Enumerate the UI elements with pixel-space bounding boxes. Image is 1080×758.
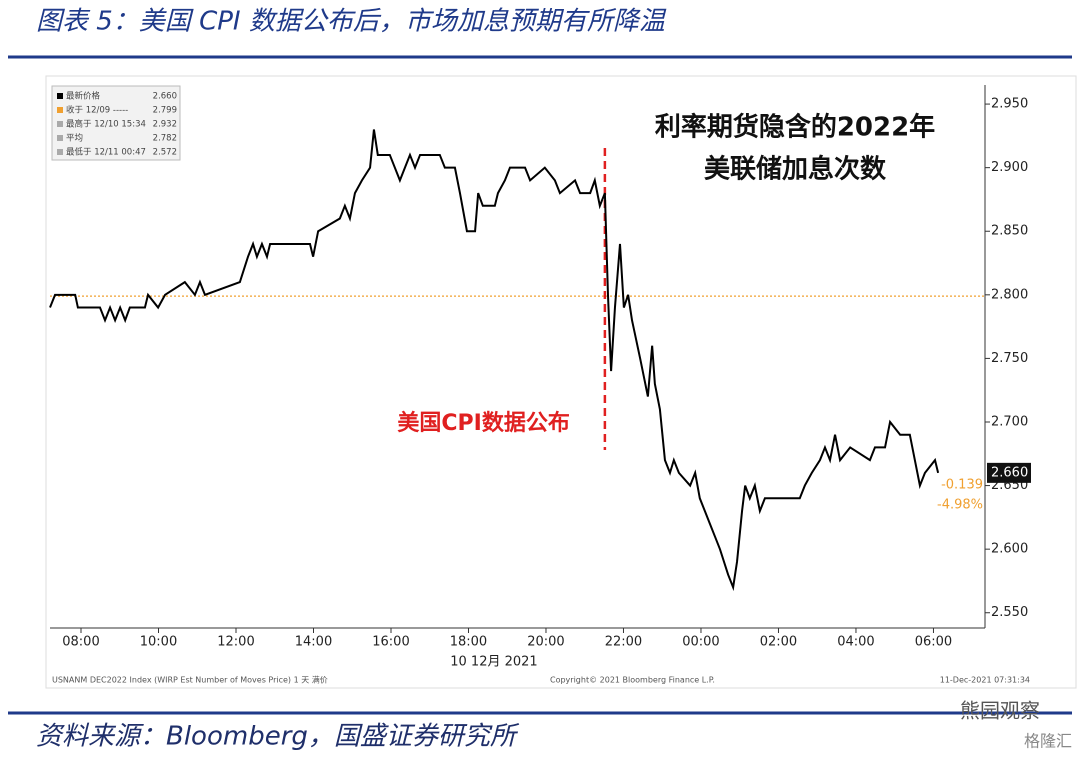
chart-frame [45,75,1077,689]
y-tick-label: 2.900 [991,160,1028,175]
x-tick-label: 02:00 [760,635,797,650]
legend-value: 2.932 [153,120,177,130]
legend-label: 最高于 12/10 15:34 [66,119,146,130]
footer-text: USNANM DEC2022 Index (WIRP Est Number of… [52,675,328,685]
legend-swatch [57,149,63,155]
x-tick-label: 22:00 [605,635,642,650]
x-tick-label: 16:00 [372,635,409,650]
legend-value: 2.660 [153,92,177,102]
legend-value: 2.799 [153,106,177,116]
x-tick-label: 04:00 [837,635,874,650]
legend-swatch [57,107,63,113]
change-label: -0.139 [941,477,983,492]
last-price-label: 2.660 [991,465,1028,480]
y-tick-label: 2.850 [991,224,1028,239]
legend-box [51,85,181,161]
x-tick-label: 06:00 [915,635,952,650]
legend-label: 最低于 12/11 00:47 [66,147,146,158]
y-tick-label: 2.800 [991,287,1028,302]
legend-swatch [57,121,63,127]
footer-text: Copyright© 2021 Bloomberg Finance L.P. [550,676,715,685]
legend-label: 最新价格 [66,91,101,102]
x-tick-label: 14:00 [295,635,332,650]
x-tick-label: 18:00 [450,635,487,650]
legend-swatch [57,135,63,141]
x-tick-label: 20:00 [527,635,564,650]
annotation: 美联储加息次数 [704,154,887,185]
figure-title: 图表 5：美国 CPI 数据公布后，市场加息预期有所降温 [36,7,667,37]
footer-text: 11-Dec-2021 07:31:34 [940,676,1030,685]
legend-value: 2.572 [153,148,177,158]
change-pct-label: -4.98% [937,497,983,512]
y-tick-label: 2.950 [991,97,1028,112]
watermark: 格隆汇 [1024,732,1072,751]
y-tick-label: 2.750 [991,351,1028,366]
y-tick-label: 2.550 [991,605,1028,620]
legend-label: 平均 [66,133,83,144]
x-tick-label: 10:00 [140,635,177,650]
event-label: 美国CPI数据公布 [397,410,569,436]
x-tick-label: 08:00 [62,635,99,650]
y-tick-label: 2.600 [991,542,1028,557]
annotation: 利率期货隐含的2022年 [655,112,935,143]
x-tick-label: 00:00 [682,635,719,650]
y-tick-label: 2.700 [991,414,1028,429]
x-tick-label: 12:00 [217,635,254,650]
watermark: 熊园观察 [960,699,1040,723]
source: 资料来源：Bloomberg，国盛证券研究所 [36,722,520,752]
price-line [49,129,940,592]
legend-label: 收于 12/09 ----- [66,105,128,116]
legend-value: 2.782 [153,134,177,144]
date-label: 10 12月 2021 [450,655,537,670]
legend-swatch [57,93,63,99]
last-price-box [987,462,1031,483]
